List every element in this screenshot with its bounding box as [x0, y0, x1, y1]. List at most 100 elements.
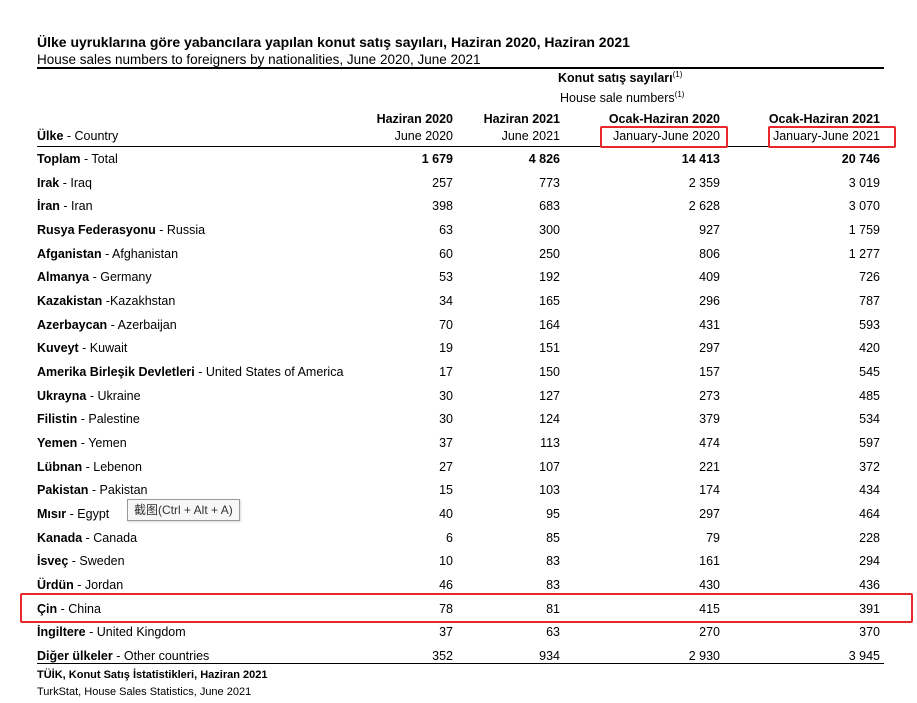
value-cell: 296 [699, 294, 720, 308]
value-cell: 297 [699, 507, 720, 521]
value-cell: 124 [539, 412, 560, 426]
value-cell: 250 [539, 247, 560, 261]
value-cell: 379 [699, 412, 720, 426]
value-cell: 78 [439, 602, 453, 616]
country-name: Almanya - Germany [37, 270, 152, 284]
value-cell: 95 [546, 507, 560, 521]
value-cell: 221 [699, 460, 720, 474]
value-cell: 85 [546, 531, 560, 545]
value-cell: 37 [439, 625, 453, 639]
value-cell: 107 [539, 460, 560, 474]
value-cell: 10 [439, 554, 453, 568]
country-name: Ukrayna - Ukraine [37, 389, 141, 403]
value-cell: 370 [859, 625, 880, 639]
value-cell: 773 [539, 176, 560, 190]
highlight-box-china-row [20, 593, 913, 623]
column-subheader-2: June 2021 [501, 129, 560, 143]
value-cell: 430 [699, 578, 720, 592]
value-cell: 20 746 [841, 152, 880, 166]
value-cell: 420 [859, 341, 880, 355]
value-cell: 372 [859, 460, 880, 474]
value-cell: 464 [859, 507, 880, 521]
value-cell: 436 [859, 578, 880, 592]
country-name: Diğer ülkeler - Other countries [37, 649, 210, 663]
country-name: İsveç - Sweden [37, 554, 125, 568]
column-header-1: Haziran 2020 [376, 112, 453, 126]
country-name: Toplam - Total [37, 152, 118, 166]
group-header: Konut satış sayıları(1) [558, 70, 683, 86]
country-name: Kanada - Canada [37, 531, 138, 545]
column-header-2: Haziran 2021 [483, 112, 560, 126]
country-name: Kazakistan -Kazakhstan [37, 294, 176, 308]
table-subtitle: House sales numbers to foreigners by nat… [37, 52, 481, 67]
value-cell: 934 [539, 649, 560, 663]
value-cell: 1 759 [848, 223, 880, 237]
value-cell: 127 [539, 389, 560, 403]
column-header-3: Ocak-Haziran 2020 [608, 112, 720, 126]
value-cell: 19 [439, 341, 453, 355]
country-name: Ürdün - Jordan [37, 578, 124, 592]
value-cell: 927 [699, 223, 720, 237]
top-rule [37, 67, 884, 69]
country-name: Afganistan - Afghanistan [37, 247, 179, 261]
country-name: Lübnan - Lebenon [37, 460, 142, 474]
value-cell: 1 679 [421, 152, 453, 166]
value-cell: 300 [539, 223, 560, 237]
value-cell: 228 [859, 531, 880, 545]
value-cell: 534 [859, 412, 880, 426]
value-cell: 352 [432, 649, 453, 663]
value-cell: 6 [446, 531, 453, 545]
value-cell: 34 [439, 294, 453, 308]
country-name: İran - Iran [37, 199, 93, 213]
value-cell: 161 [699, 554, 720, 568]
country-name: Azerbaycan - Azerbaijan [37, 318, 177, 332]
country-name: İngiltere - United Kingdom [37, 625, 186, 639]
value-cell: 2 628 [688, 199, 720, 213]
column-subheader-3: January-June 2020 [612, 129, 720, 143]
value-cell: 37 [439, 436, 453, 450]
value-cell: 103 [539, 483, 560, 497]
country-name: Irak - Iraq [37, 176, 92, 190]
value-cell: 17 [439, 365, 453, 379]
value-cell: 398 [432, 199, 453, 213]
country-name: Amerika Birleşik Devletleri - United Sta… [37, 365, 344, 379]
value-cell: 726 [859, 270, 880, 284]
value-cell: 434 [859, 483, 880, 497]
value-cell: 3 070 [848, 199, 880, 213]
value-cell: 4 826 [528, 152, 560, 166]
value-cell: 63 [439, 223, 453, 237]
value-cell: 294 [859, 554, 880, 568]
value-cell: 46 [439, 578, 453, 592]
value-cell: 165 [539, 294, 560, 308]
country-name: Filistin - Palestine [37, 412, 140, 426]
value-cell: 485 [859, 389, 880, 403]
value-cell: 15 [439, 483, 453, 497]
value-cell: 2 930 [688, 649, 720, 663]
column-header-4: Ocak-Haziran 2021 [768, 112, 880, 126]
table-title: Ülke uyruklarına göre yabancılara yapıla… [37, 34, 630, 50]
value-cell: 60 [439, 247, 453, 261]
country-name: Rusya Federasyonu - Russia [37, 223, 206, 237]
column-subheader-1: June 2020 [394, 129, 453, 143]
value-cell: 597 [859, 436, 880, 450]
value-cell: 415 [699, 602, 720, 616]
value-cell: 53 [439, 270, 453, 284]
header-rule [37, 146, 884, 147]
highlight-box-jan-jun-2021 [768, 126, 896, 148]
screenshot-tooltip: 截图(Ctrl + Alt + A) [127, 499, 240, 521]
value-cell: 151 [539, 341, 560, 355]
value-cell: 2 359 [688, 176, 720, 190]
value-cell: 14 413 [681, 152, 720, 166]
value-cell: 273 [699, 389, 720, 403]
value-cell: 270 [699, 625, 720, 639]
value-cell: 297 [699, 341, 720, 355]
value-cell: 83 [546, 578, 560, 592]
country-name: Pakistan - Pakistan [37, 483, 148, 497]
value-cell: 157 [699, 365, 720, 379]
value-cell: 40 [439, 507, 453, 521]
value-cell: 3 945 [848, 649, 880, 663]
highlight-box-jan-jun-2020 [600, 126, 728, 148]
value-cell: 257 [432, 176, 453, 190]
country-name: Kuveyt - Kuwait [37, 341, 128, 355]
value-cell: 431 [699, 318, 720, 332]
